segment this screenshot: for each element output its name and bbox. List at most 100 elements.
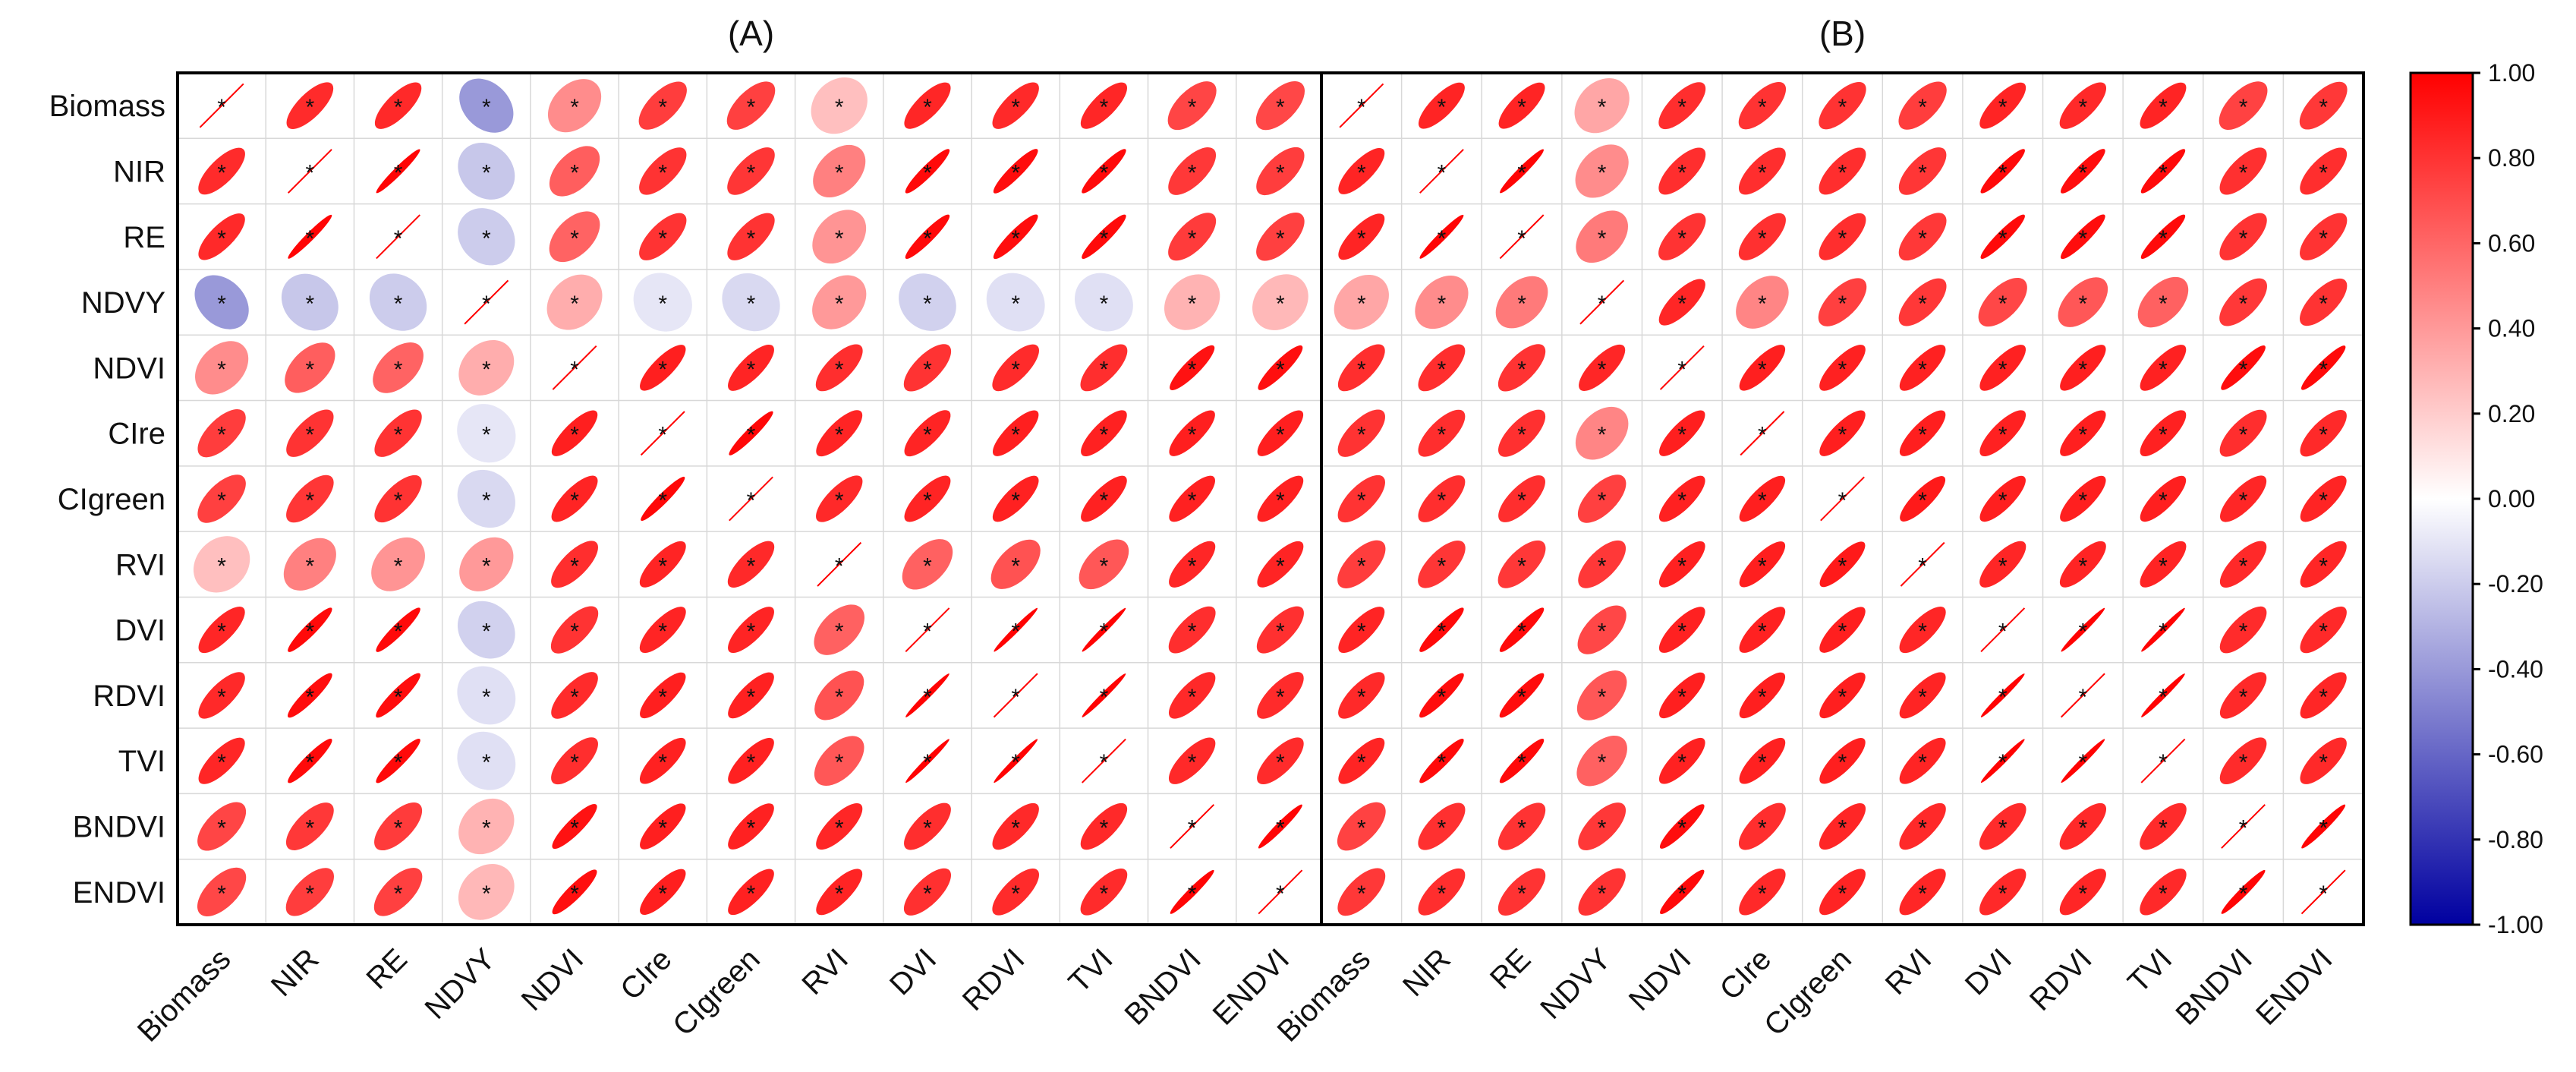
correlation-ellipse [1169, 475, 1215, 522]
correlation-ellipse [1498, 82, 1545, 129]
correlation-ellipse [1979, 541, 2026, 588]
significance-marker: * [1011, 357, 1020, 382]
correlation-ellipse [1980, 149, 2025, 194]
significance-marker: * [747, 226, 756, 251]
correlation-ellipse [1819, 213, 1866, 260]
correlation-ellipse [902, 539, 953, 590]
significance-marker: * [1188, 816, 1197, 841]
significance-marker: * [1677, 553, 1686, 579]
significance-marker: * [482, 423, 491, 448]
significance-marker: * [570, 95, 579, 120]
correlation-ellipse [1579, 279, 1625, 325]
significance-marker: * [2159, 488, 2168, 513]
significance-marker: * [1357, 160, 1366, 185]
correlation-ellipse [904, 802, 951, 850]
column-label: DVI [883, 942, 943, 1001]
correlation-ellipse [457, 404, 516, 463]
significance-marker: * [1011, 750, 1020, 775]
correlation-ellipse [2219, 213, 2267, 260]
correlation-ellipse [374, 802, 423, 851]
significance-marker: * [2159, 553, 2168, 579]
significance-marker: * [394, 750, 403, 775]
correlation-ellipse [1168, 737, 1216, 784]
correlation-ellipse [1257, 737, 1304, 785]
correlation-ellipse [638, 81, 687, 130]
correlation-ellipse [198, 147, 245, 195]
significance-marker: * [1011, 488, 1020, 513]
correlation-ellipse [1256, 213, 1305, 261]
correlation-ellipse [993, 149, 1038, 194]
column-label: TVI [2121, 942, 2178, 999]
correlation-ellipse [376, 607, 420, 652]
significance-marker: * [835, 881, 844, 906]
significance-marker: * [394, 685, 403, 710]
correlation-ellipse [2140, 149, 2186, 194]
correlation-ellipse [728, 672, 774, 719]
significance-marker: * [1677, 226, 1686, 251]
correlation-ellipse [1169, 410, 1215, 456]
significance-marker: * [1188, 423, 1197, 448]
correlation-ellipse [2059, 541, 2106, 588]
correlation-ellipse [905, 607, 950, 653]
correlation-ellipse [1574, 78, 1630, 134]
correlation-ellipse [904, 82, 951, 129]
correlation-ellipse [1576, 210, 1628, 263]
significance-marker: * [923, 620, 932, 645]
significance-marker: * [2319, 160, 2328, 185]
significance-marker: * [1758, 292, 1767, 317]
significance-marker: * [1011, 685, 1020, 710]
correlation-ellipse [1497, 802, 1546, 850]
column-label: CIre [1714, 942, 1778, 1007]
correlation-ellipse [550, 606, 599, 654]
correlation-ellipse [552, 345, 597, 390]
significance-marker: * [217, 357, 226, 382]
correlation-ellipse [2219, 541, 2267, 588]
correlation-ellipse [1659, 804, 1705, 849]
colorbar-tick-label: 0.20 [2488, 400, 2535, 427]
significance-marker: * [1998, 816, 2008, 841]
significance-marker: * [835, 685, 844, 710]
correlation-ellipse [1899, 672, 1946, 719]
significance-marker: * [570, 226, 579, 251]
correlation-ellipse [1334, 274, 1389, 330]
correlation-ellipse [1819, 869, 1866, 916]
correlation-ellipse [2219, 81, 2268, 131]
correlation-ellipse [2059, 82, 2107, 129]
row-label: BNDVI [73, 811, 165, 844]
correlation-ellipse [816, 869, 863, 916]
significance-marker: * [306, 620, 315, 645]
correlation-ellipse [2219, 278, 2267, 326]
correlation-ellipse [903, 344, 952, 392]
colorbar-tick-label: 0.80 [2488, 144, 2535, 172]
correlation-ellipse [2058, 277, 2108, 327]
correlation-ellipse [1819, 541, 1866, 588]
significance-marker: * [747, 160, 756, 185]
significance-marker: * [482, 553, 491, 579]
colorbar: 1.00 0.80 0.60 0.40 0.20 0.00 -0.20 -0.40 -0.60 -… [2409, 59, 2543, 938]
correlation-ellipse [1739, 672, 1786, 719]
significance-marker: * [835, 226, 844, 251]
significance-marker: * [1517, 553, 1526, 579]
correlation-ellipse [1080, 802, 1128, 850]
significance-marker: * [306, 292, 315, 317]
correlation-ellipse [993, 673, 1038, 718]
correlation-ellipse [1979, 475, 2026, 522]
significance-marker: * [2159, 292, 2168, 317]
significance-marker: * [482, 620, 491, 645]
significance-marker: * [835, 292, 844, 317]
significance-marker: * [747, 816, 756, 841]
significance-marker: * [2159, 881, 2168, 906]
correlation-ellipse [2140, 869, 2187, 916]
significance-marker: * [2319, 95, 2328, 120]
correlation-ellipse [1738, 213, 1786, 260]
correlation-ellipse [1337, 344, 1385, 392]
significance-marker: * [2319, 488, 2328, 513]
correlation-ellipse [2300, 345, 2346, 390]
significance-marker: * [923, 685, 932, 710]
correlation-ellipse [2300, 278, 2348, 326]
correlation-ellipse [369, 273, 427, 331]
correlation-ellipse [458, 339, 515, 396]
significance-marker: * [1100, 160, 1109, 185]
correlation-ellipse [458, 864, 515, 920]
